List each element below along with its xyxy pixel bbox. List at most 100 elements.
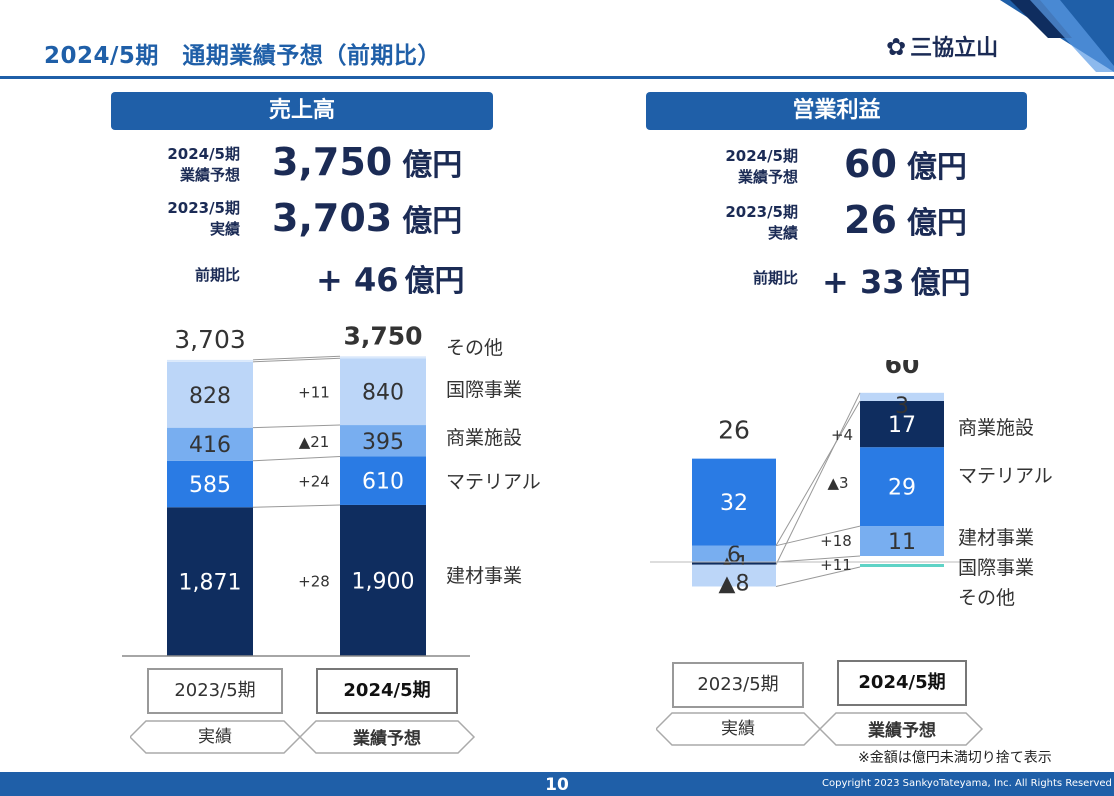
- profit-delta-label: +11: [820, 556, 852, 574]
- footer-bar: [0, 772, 1114, 796]
- sales-data-label: 840: [362, 381, 404, 406]
- profit-delta-label: ▲3: [827, 474, 848, 492]
- sales-stacked-bar-chart: 1,871 585 416 828 3,703 1,900 610 395 840 3,750 +2…: [122, 321, 541, 657]
- sales-diff-label: 前期比: [194, 266, 240, 284]
- profit-data-label: 32: [720, 491, 748, 516]
- profit-data-label: 29: [888, 476, 916, 501]
- sales-category-2024: 2024/5期: [316, 668, 458, 714]
- profit-category-2024: 2024/5期: [837, 660, 967, 706]
- sales-legend-label: 国際事業: [446, 379, 522, 401]
- sales-bar-segment: [340, 358, 426, 426]
- logo-text: 三協立山: [910, 36, 999, 61]
- profit-forecast-label: 2024/5期 業績予想: [725, 147, 798, 186]
- profit-actual-label: 2023/5期 実績: [725, 203, 798, 242]
- profit-category-2023: 2023/5期: [672, 662, 804, 708]
- sales-bar-segment: [340, 504, 426, 656]
- sales-delta-label: +28: [298, 572, 330, 590]
- sales-actual-label: 2023/5期 実績: [167, 199, 240, 238]
- profit-bar-segment: [860, 526, 944, 556]
- sales-bar-segment: [167, 359, 253, 362]
- sales-legend-label: 商業施設: [446, 427, 522, 449]
- profit-heading: 営業利益: [646, 92, 1027, 130]
- sales-bar-segment: [340, 356, 426, 359]
- profit-connector-line: [775, 566, 861, 587]
- sales-connector-line: [252, 504, 341, 508]
- sales-category-type-arrows: [130, 720, 476, 754]
- profit-category-type-arrows: [656, 712, 984, 746]
- page-title: 2024/5期 通期業績予想（前期比）: [44, 43, 441, 69]
- profit-legend-label: 国際事業: [958, 557, 1034, 579]
- profit-delta-label: +18: [820, 532, 852, 550]
- sales-type-actual: 実績: [198, 727, 232, 747]
- profit-data-label: ▲8: [719, 571, 750, 596]
- sales-connector-line: [252, 455, 341, 462]
- sales-delta-label: +24: [298, 473, 330, 491]
- page-number: 10: [545, 775, 569, 795]
- profit-connector-line: [775, 400, 861, 546]
- profit-legend-label: 建材事業: [958, 527, 1034, 549]
- sales-forecast-value: 3,750 億円: [272, 140, 463, 184]
- profit-actual-value: 26 億円: [844, 198, 967, 242]
- profit-diff-value: + 33 億円: [822, 263, 971, 301]
- profit-data-label: 3: [895, 394, 909, 419]
- sales-total-label: 3,750: [343, 321, 422, 350]
- profit-data-label: 17: [888, 413, 916, 438]
- profit-type-forecast: 業績予想: [868, 721, 936, 741]
- profit-total-label: 26: [718, 416, 750, 445]
- copyright: Copyright 2023 SankyoTateyama, Inc. All …: [822, 778, 1112, 789]
- profit-connector-line: [775, 525, 861, 547]
- sales-forecast-label: 2024/5期 業績予想: [167, 145, 240, 184]
- sales-data-label: 585: [189, 473, 231, 498]
- profit-legend-label: 商業施設: [958, 417, 1034, 439]
- sales-bar-segment: [167, 460, 253, 508]
- profit-connector-line: [775, 555, 861, 563]
- profit-total-label: 60: [885, 360, 920, 379]
- footnote: ※金額は億円未満切り捨て表示: [858, 750, 1052, 766]
- sales-connector-line: [252, 357, 341, 363]
- sales-connector-line: [252, 355, 341, 361]
- profit-bar-segment: [692, 562, 776, 565]
- sales-legend-label: マテリアル: [446, 471, 541, 493]
- sales-total-label: 3,703: [174, 325, 246, 354]
- sales-bar-segment: [340, 456, 426, 505]
- sales-delta-label: +11: [298, 384, 330, 402]
- profit-forecast-value: 60 億円: [844, 142, 967, 186]
- profit-bar-segment: [692, 458, 776, 546]
- sales-legend-label: 建材事業: [446, 565, 522, 587]
- sales-data-label: 828: [189, 384, 231, 409]
- sales-legend-label: その他: [446, 337, 503, 359]
- sales-data-label: 1,871: [179, 571, 242, 596]
- sales-bar-segment: [340, 425, 426, 457]
- header-rule: [0, 76, 1114, 79]
- corner-decoration: [1000, 0, 1114, 72]
- profit-stacked-bar-chart: 632▲1▲811291732660+4▲3+18+11商業施設マテリアル建材事…: [650, 360, 1053, 609]
- profit-legend-label: その他: [958, 587, 1015, 609]
- sales-type-forecast: 業績予想: [353, 729, 421, 749]
- profit-bar-segment: [860, 447, 944, 527]
- profit-bar-segment: [860, 392, 944, 401]
- profit-data-label: 11: [888, 530, 916, 555]
- profit-diff-label: 前期比: [752, 269, 798, 287]
- profit-connector-line: [775, 392, 861, 565]
- company-logo: ✿ 三協立山: [886, 30, 998, 62]
- profit-bar-segment: [692, 545, 776, 562]
- profit-bar-segment: [860, 564, 944, 567]
- sales-actual-value: 3,703 億円: [272, 196, 463, 240]
- profit-delta-label: +4: [831, 426, 853, 444]
- sales-bar-segment: [167, 427, 253, 461]
- sales-heading: 売上高: [111, 92, 493, 130]
- sales-delta-label: ▲21: [299, 433, 330, 451]
- profit-bar-segment: [860, 400, 944, 448]
- sales-bar-segment: [167, 507, 253, 656]
- sales-bar-segment: [167, 361, 253, 428]
- sales-diff-value: + 46 億円: [316, 261, 465, 299]
- sales-connector-line: [252, 424, 341, 429]
- profit-legend-label: マテリアル: [958, 465, 1053, 487]
- profit-type-actual: 実績: [721, 719, 755, 739]
- sales-category-2023: 2023/5期: [147, 668, 283, 714]
- logo-mark-icon: ✿: [886, 33, 907, 61]
- sales-data-label: 1,900: [352, 569, 415, 594]
- sales-data-label: 416: [189, 433, 231, 458]
- profit-bar-segment: [692, 564, 776, 587]
- sales-data-label: 395: [362, 430, 404, 455]
